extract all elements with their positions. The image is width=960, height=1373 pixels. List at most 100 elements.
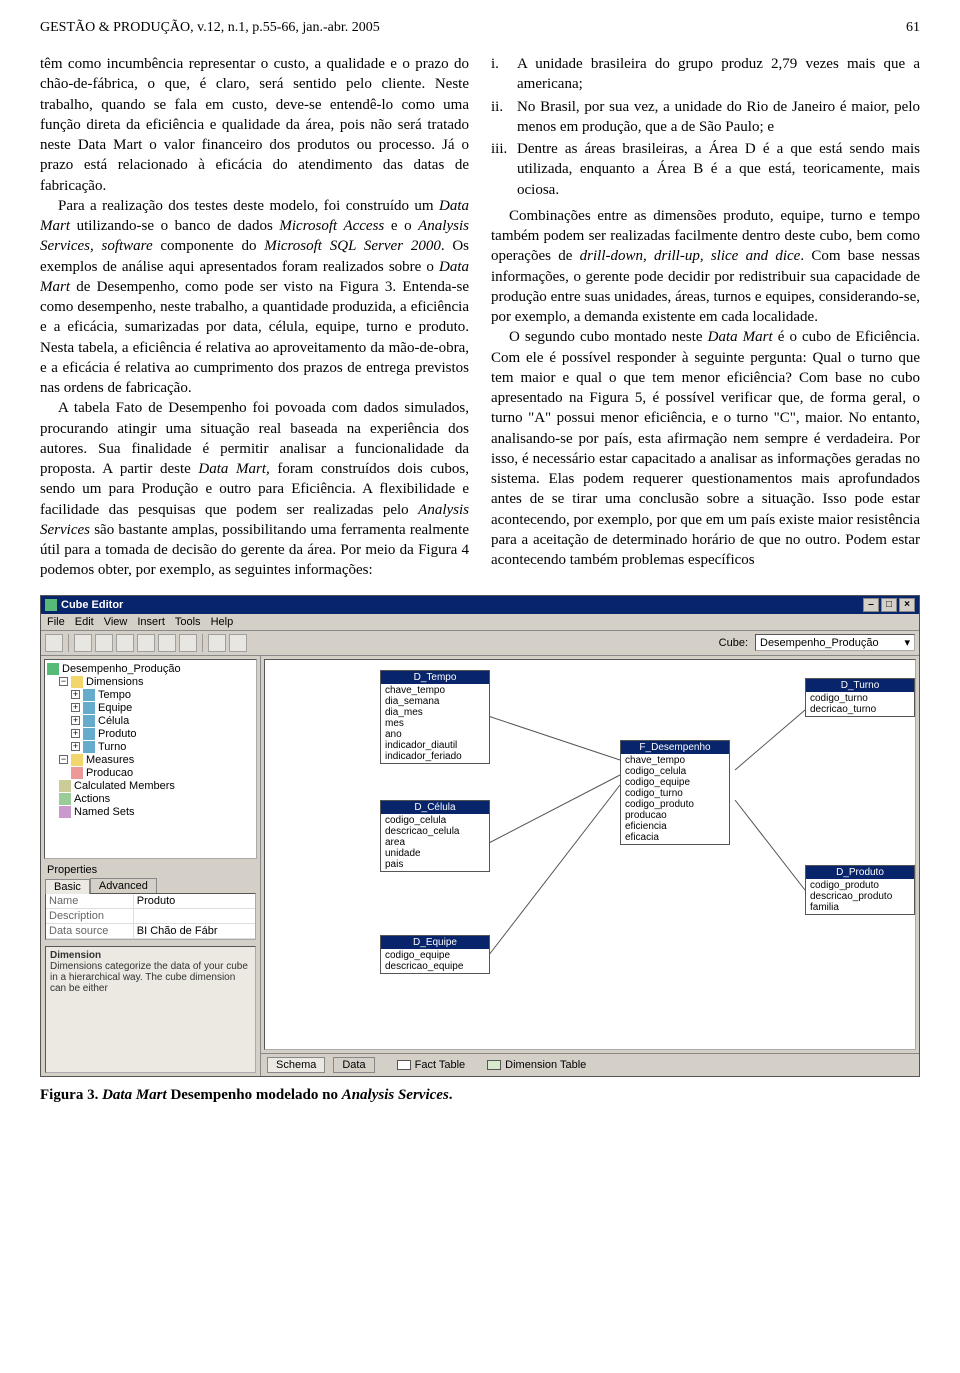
folder-icon bbox=[71, 676, 83, 688]
tool-icon[interactable] bbox=[158, 634, 176, 652]
tool-icon[interactable] bbox=[116, 634, 134, 652]
calc-icon bbox=[59, 780, 71, 792]
para-r1: Combinações entre as dimensões produto, … bbox=[491, 206, 920, 328]
journal-ref: GESTÃO & PRODUÇÃO, v.12, n.1, p.55-66, j… bbox=[40, 20, 380, 36]
cube-icon bbox=[47, 663, 59, 675]
list-item-iii: iii. Dentre as áreas brasileiras, a Área… bbox=[491, 139, 920, 200]
window-title: Cube Editor bbox=[61, 599, 123, 611]
close-button[interactable]: × bbox=[899, 598, 915, 612]
bottom-bar: Schema Data Fact Table Dimension Table bbox=[261, 1053, 919, 1076]
expand-icon[interactable]: + bbox=[71, 729, 80, 738]
tool-icon[interactable] bbox=[208, 634, 226, 652]
table-field: codigo_equipe bbox=[625, 777, 725, 788]
tab-basic[interactable]: Basic bbox=[45, 879, 90, 894]
table-field: chave_tempo bbox=[625, 755, 725, 766]
maximize-button[interactable]: □ bbox=[881, 598, 897, 612]
help-box: Dimension Dimensions categorize the data… bbox=[45, 946, 256, 1073]
tool-save-icon[interactable] bbox=[45, 634, 63, 652]
table-field: ano bbox=[385, 729, 485, 740]
tool-icon[interactable] bbox=[179, 634, 197, 652]
dimension-tree[interactable]: Desempenho_Produção −Dimensions +Tempo +… bbox=[44, 659, 257, 859]
text-columns: têm como incumbência representar o custo… bbox=[40, 54, 920, 581]
page-header: GESTÃO & PRODUÇÃO, v.12, n.1, p.55-66, j… bbox=[40, 20, 920, 36]
para-r2: O segundo cubo montado neste Data Mart é… bbox=[491, 327, 920, 570]
table-d-tempo[interactable]: D_Tempo chave_tempodia_semanadia_mesmesa… bbox=[380, 670, 490, 764]
table-f-desempenho[interactable]: F_Desempenho chave_tempocodigo_celulacod… bbox=[620, 740, 730, 845]
measure-icon bbox=[71, 767, 83, 779]
workspace: Desempenho_Produção −Dimensions +Tempo +… bbox=[41, 656, 919, 1076]
expand-icon[interactable]: + bbox=[71, 690, 80, 699]
left-column: têm como incumbência representar o custo… bbox=[40, 54, 469, 581]
menu-edit[interactable]: Edit bbox=[75, 616, 94, 628]
chevron-down-icon: ▾ bbox=[904, 636, 910, 649]
table-field: eficiencia bbox=[625, 821, 725, 832]
menu-tools[interactable]: Tools bbox=[175, 616, 201, 628]
table-field: chave_tempo bbox=[385, 685, 485, 696]
tool-icon[interactable] bbox=[74, 634, 92, 652]
cube-select[interactable]: Desempenho_Produção ▾ bbox=[755, 634, 915, 651]
tool-separator bbox=[68, 634, 69, 652]
relation-lines bbox=[265, 660, 915, 1049]
cube-icon bbox=[45, 599, 57, 611]
properties-label: Properties bbox=[41, 862, 260, 876]
menu-help[interactable]: Help bbox=[211, 616, 234, 628]
schema-canvas[interactable]: D_Tempo chave_tempodia_semanadia_mesmesa… bbox=[264, 659, 916, 1050]
expand-icon[interactable]: + bbox=[71, 716, 80, 725]
menu-insert[interactable]: Insert bbox=[137, 616, 165, 628]
dimension-icon bbox=[83, 728, 95, 740]
table-field: dia_semana bbox=[385, 696, 485, 707]
collapse-icon[interactable]: − bbox=[59, 755, 68, 764]
table-field: codigo_turno bbox=[810, 693, 910, 704]
table-field: eficacia bbox=[625, 832, 725, 843]
actions-icon bbox=[59, 793, 71, 805]
collapse-icon[interactable]: − bbox=[59, 677, 68, 686]
table-d-celula[interactable]: D_Célula codigo_celuladescricao_celulaar… bbox=[380, 800, 490, 872]
menubar: File Edit View Insert Tools Help bbox=[41, 614, 919, 631]
titlebar: Cube Editor – □ × bbox=[41, 596, 919, 614]
properties-tabs: Basic Advanced bbox=[45, 878, 256, 893]
menu-view[interactable]: View bbox=[104, 616, 128, 628]
expand-icon[interactable]: + bbox=[71, 742, 80, 751]
legend-fact: Fact Table bbox=[397, 1059, 466, 1071]
tab-schema[interactable]: Schema bbox=[267, 1057, 325, 1073]
table-field: indicador_diautil bbox=[385, 740, 485, 751]
toolbar: Cube: Desempenho_Produção ▾ bbox=[41, 631, 919, 656]
fact-swatch-icon bbox=[397, 1060, 411, 1070]
table-field: descricao_produto bbox=[810, 891, 910, 902]
page-number: 61 bbox=[906, 20, 920, 36]
dimension-icon bbox=[83, 741, 95, 753]
dimension-icon bbox=[83, 715, 95, 727]
tool-icon[interactable] bbox=[229, 634, 247, 652]
tool-icon[interactable] bbox=[95, 634, 113, 652]
para-3: A tabela Fato de Desempenho foi povoada … bbox=[40, 398, 469, 580]
table-d-equipe[interactable]: D_Equipe codigo_equipedescricao_equipe bbox=[380, 935, 490, 974]
right-pane: D_Tempo chave_tempodia_semanadia_mesmesa… bbox=[261, 656, 919, 1076]
table-field: descricao_celula bbox=[385, 826, 485, 837]
cube-editor-window: Cube Editor – □ × File Edit View Insert … bbox=[40, 595, 920, 1077]
figure-caption: Figura 3. Data Mart Desempenho modelado … bbox=[40, 1087, 920, 1104]
namedsets-icon bbox=[59, 806, 71, 818]
menu-file[interactable]: File bbox=[47, 616, 65, 628]
table-d-turno[interactable]: D_Turno codigo_turnodecricao_turno bbox=[805, 678, 915, 717]
dimension-icon bbox=[83, 689, 95, 701]
table-field: descricao_equipe bbox=[385, 961, 485, 972]
folder-icon bbox=[71, 754, 83, 766]
minimize-button[interactable]: – bbox=[863, 598, 879, 612]
tool-icon[interactable] bbox=[137, 634, 155, 652]
table-field: pais bbox=[385, 859, 485, 870]
right-column: i. A unidade brasileira do grupo produz … bbox=[491, 54, 920, 581]
tab-advanced[interactable]: Advanced bbox=[90, 878, 157, 893]
legend-dimension: Dimension Table bbox=[487, 1059, 586, 1071]
para-2: Para a realização dos testes deste model… bbox=[40, 196, 469, 399]
list-item-ii: ii. No Brasil, por sua vez, a unidade do… bbox=[491, 97, 920, 138]
tab-data[interactable]: Data bbox=[333, 1057, 374, 1073]
table-field: codigo_celula bbox=[625, 766, 725, 777]
list-item-i: i. A unidade brasileira do grupo produz … bbox=[491, 54, 920, 95]
table-d-produto[interactable]: D_Produto codigo_produtodescricao_produt… bbox=[805, 865, 915, 915]
table-field: indicador_feriado bbox=[385, 751, 485, 762]
expand-icon[interactable]: + bbox=[71, 703, 80, 712]
table-field: codigo_celula bbox=[385, 815, 485, 826]
table-field: codigo_produto bbox=[810, 880, 910, 891]
table-field: codigo_turno bbox=[625, 788, 725, 799]
table-field: mes bbox=[385, 718, 485, 729]
